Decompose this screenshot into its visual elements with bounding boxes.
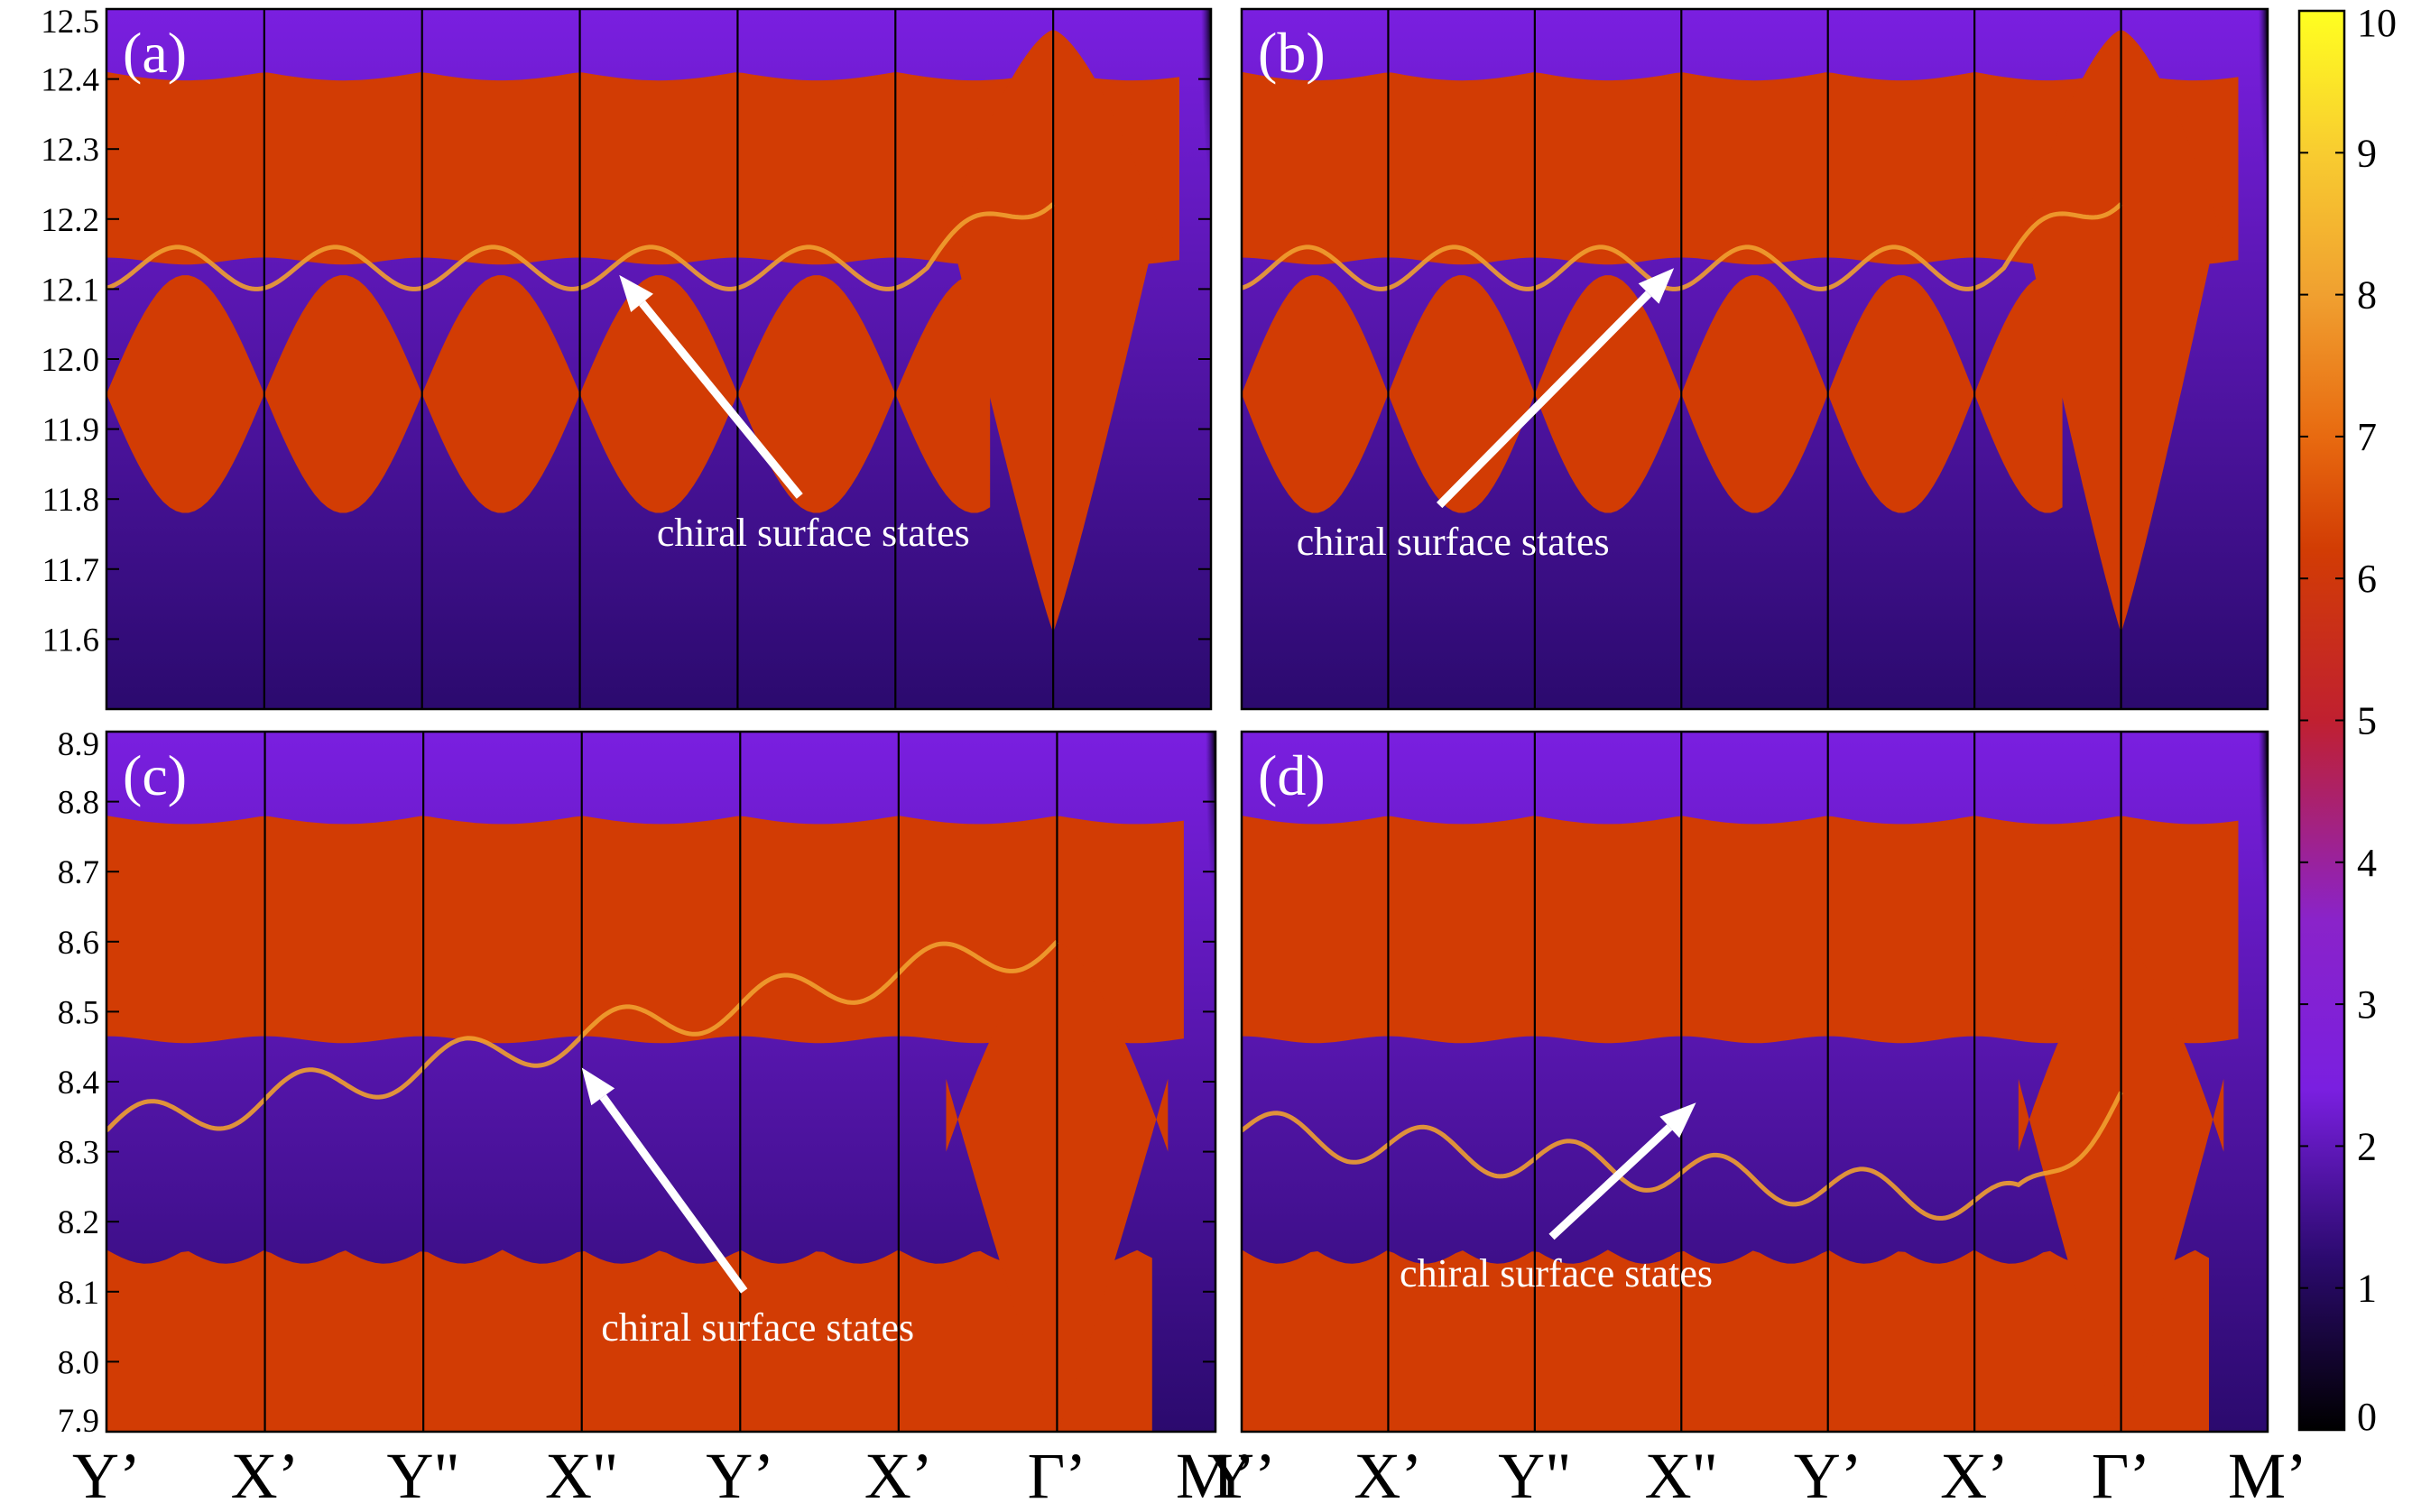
panel-label: (b) bbox=[1258, 21, 1326, 85]
y-tick-label: 12.1 bbox=[41, 272, 99, 309]
x-tick-label: X" bbox=[545, 1440, 618, 1512]
panel-b: (b) chiral surface states bbox=[1240, 7, 2269, 711]
colorbar-tick-label: 7 bbox=[2357, 415, 2377, 459]
panel-heatmap bbox=[1242, 9, 2268, 709]
panel-a: 11.6 11.7 11.8 11.9 12.0 12.1 12.2 12.3 12.4 12.5… bbox=[41, 4, 1213, 711]
x-tick-label: Γ’ bbox=[1028, 1440, 1087, 1512]
colorbar-tick-label: 3 bbox=[2357, 982, 2377, 1027]
panel-c: 7.9 8.0 8.1 8.2 8.3 8.4 8.5 8.6 8.7 8.8 8.9 (c) chir… bbox=[58, 726, 1217, 1440]
colorbar-tick-label: 4 bbox=[2357, 841, 2377, 885]
x-tick-label: Y’ bbox=[1794, 1440, 1862, 1512]
annotation-arrow bbox=[599, 1094, 748, 1294]
x-tick-label: Y" bbox=[1498, 1440, 1571, 1512]
annotation-label: chiral surface states bbox=[1297, 520, 1610, 564]
y-tick-label: 11.7 bbox=[42, 552, 99, 589]
y-tick-label: 11.6 bbox=[42, 622, 99, 659]
annotation-arrowhead bbox=[1659, 1102, 1696, 1139]
y-tick-label: 8.2 bbox=[58, 1204, 99, 1241]
panel-label: (d) bbox=[1258, 743, 1326, 807]
y-tick-label: 12.0 bbox=[41, 342, 99, 379]
y-tick-label: 8.8 bbox=[58, 785, 99, 822]
corner-shade bbox=[2231, 9, 2268, 709]
annotation-arrowhead bbox=[1638, 268, 1675, 304]
colorbar: 0 1 2 3 4 5 6 7 8 9 10 bbox=[2297, 1, 2397, 1439]
y-tick-label: 8.6 bbox=[58, 925, 99, 962]
colorbar-tick-label: 9 bbox=[2357, 131, 2377, 175]
lower-bulk-continuum bbox=[106, 1249, 1152, 1432]
panel-heatmap bbox=[106, 732, 1215, 1432]
colorbar-tick-label: 8 bbox=[2357, 273, 2377, 318]
annotation-arrow bbox=[1436, 290, 1652, 509]
upper-bulk-continuum bbox=[106, 71, 1179, 265]
y-tick-label: 8.1 bbox=[58, 1275, 99, 1312]
colorbar-tick-label: 5 bbox=[2357, 699, 2377, 743]
colorbar-tick-label: 1 bbox=[2357, 1267, 2377, 1311]
x-tick-label: X’ bbox=[1354, 1440, 1422, 1512]
y-tick-label: 8.4 bbox=[58, 1065, 99, 1102]
panels: 11.6 11.7 11.8 11.9 12.0 12.1 12.2 12.3 12.4 12.5… bbox=[41, 4, 2269, 1440]
x-tick-label: Y’ bbox=[706, 1440, 774, 1512]
y-tick-label: 12.2 bbox=[41, 202, 99, 239]
annotation-label: chiral surface states bbox=[601, 1305, 914, 1350]
x-tick-label: X’ bbox=[1940, 1440, 2009, 1512]
x-tick-label: X’ bbox=[231, 1440, 300, 1512]
colorbar-tick-label: 0 bbox=[2357, 1395, 2377, 1439]
lower-bulk-continuum bbox=[1242, 275, 2063, 513]
panel-label: (c) bbox=[123, 743, 187, 807]
corner-shade bbox=[2231, 732, 2268, 1432]
annotation-arrow bbox=[639, 300, 803, 499]
x-tick-label: M’ bbox=[2228, 1440, 2307, 1512]
annotation-arrow bbox=[1548, 1124, 1673, 1240]
y-tick-label: 8.7 bbox=[58, 854, 99, 891]
colorbar-tick-label: 10 bbox=[2357, 1, 2397, 45]
panel-d: (d) chiral surface states bbox=[1240, 730, 2269, 1434]
annotation-label: chiral surface states bbox=[657, 511, 970, 555]
upper-bulk-continuum bbox=[1242, 816, 2239, 1044]
colorbar-tick-label: 6 bbox=[2357, 557, 2377, 601]
annotation-arrowhead bbox=[619, 274, 653, 312]
lower-bulk-continuum bbox=[1242, 1249, 2209, 1432]
y-tick-label: 8.3 bbox=[58, 1135, 99, 1172]
y-tick-label: 8.0 bbox=[58, 1344, 99, 1381]
panel-heatmap bbox=[106, 9, 1211, 709]
x-tick-label: M’ bbox=[1176, 1440, 1255, 1512]
x-tick-label: Y’ bbox=[72, 1440, 141, 1512]
x-tick-label: X’ bbox=[864, 1440, 933, 1512]
upper-bulk-continuum bbox=[1242, 71, 2239, 265]
y-tick-label: 12.4 bbox=[41, 62, 99, 99]
y-tick-label: 11.9 bbox=[42, 412, 99, 449]
upper-bulk-continuum bbox=[106, 816, 1184, 1044]
y-tick-label: 8.9 bbox=[58, 726, 99, 763]
y-tick-label: 7.9 bbox=[58, 1403, 99, 1440]
panel-label: (a) bbox=[123, 21, 187, 85]
annotation-label: chiral surface states bbox=[1400, 1251, 1713, 1295]
panel-heatmap bbox=[1242, 732, 2268, 1432]
x-tick-label: Y" bbox=[386, 1440, 459, 1512]
x-tick-label: Y’ bbox=[1207, 1440, 1276, 1512]
x-tick-label: X" bbox=[1645, 1440, 1718, 1512]
panel-frame bbox=[1240, 7, 2269, 711]
x-tick-label: Γ’ bbox=[2092, 1440, 2151, 1512]
x-axis-labels: Y’ X’ Y" X" Y’ X’ Γ’ M’Y’ X’ Y" X" Y’ X’ Γ’ M’ bbox=[72, 1440, 2307, 1512]
colorbar-tick-label: 2 bbox=[2357, 1124, 2377, 1168]
y-tick-label: 8.5 bbox=[58, 994, 99, 1031]
y-tick-label: 12.5 bbox=[41, 4, 99, 41]
panel-frame bbox=[1240, 730, 2269, 1434]
y-tick-label: 11.8 bbox=[42, 482, 99, 519]
y-tick-label: 12.3 bbox=[41, 132, 99, 169]
annotation-arrowhead bbox=[581, 1067, 615, 1106]
